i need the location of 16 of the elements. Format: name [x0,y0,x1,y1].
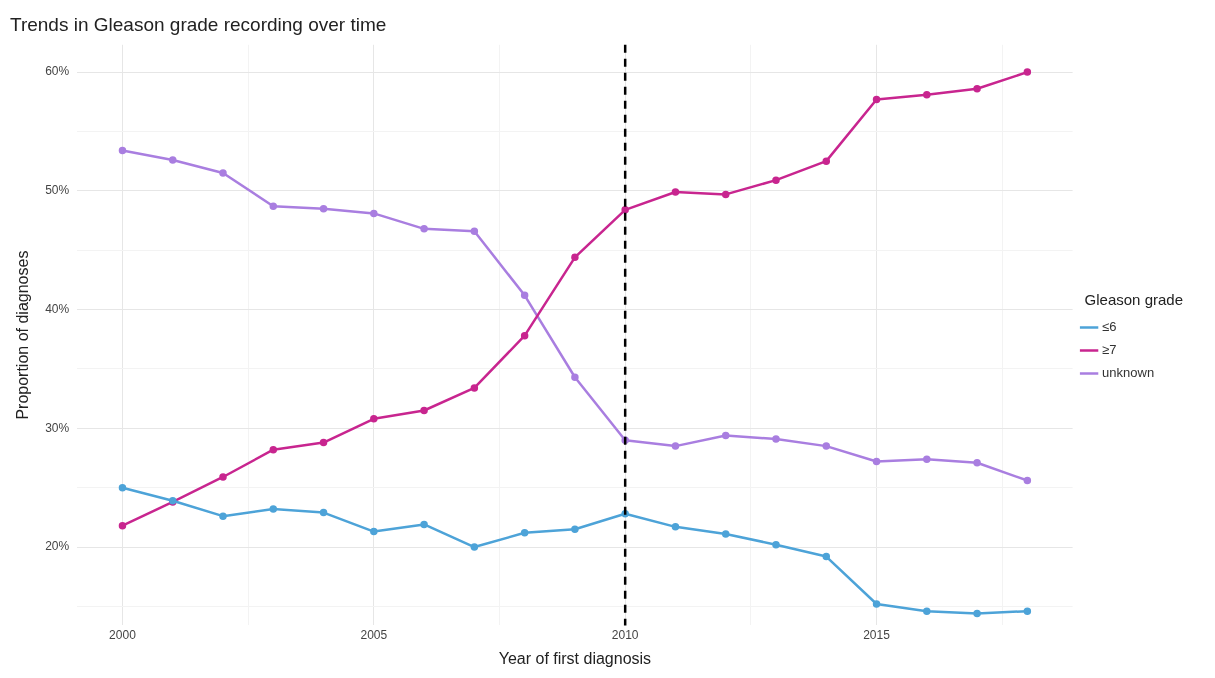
y-tick-label: 20% [45,539,70,554]
legend-label: ≥7 [1102,342,1117,358]
legend-title: Gleason grade [1084,290,1183,308]
y-tick-label: 60% [45,64,70,79]
y-axis-title: Proportion of diagnoses [14,250,32,420]
y-tick-label: 50% [45,183,70,198]
y-tick-label: 40% [45,301,70,316]
chart-title: Trends in Gleason grade recording over time [10,13,387,35]
legend-label: ≤6 [1102,319,1117,335]
x-tick-label: 2010 [611,627,639,642]
legend-label: unknown [1102,365,1155,381]
x-axis-title: Year of first diagnosis [498,649,652,667]
y-tick-label: 30% [45,420,70,435]
x-tick-label: 2000 [109,627,137,642]
x-tick-label: 2005 [360,627,388,642]
x-tick-label: 2015 [863,627,891,642]
